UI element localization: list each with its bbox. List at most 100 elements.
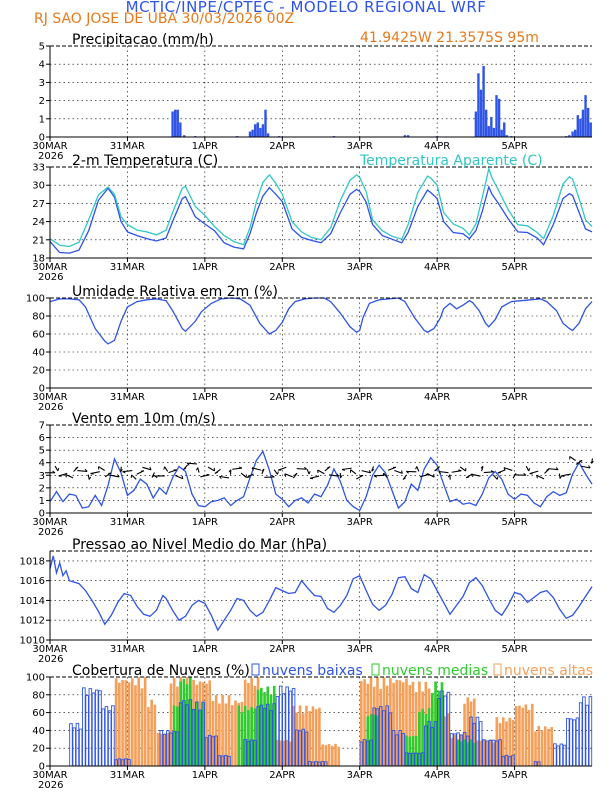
precip-bar xyxy=(261,124,265,137)
cloud-bar-nuvens-altas xyxy=(447,713,450,766)
cloud-bar-nuvens-altas xyxy=(389,678,392,766)
cloud-bar-nuvens-altas xyxy=(443,716,447,766)
wind-arrow xyxy=(525,465,530,472)
cloud-bar-nuvens-altas xyxy=(405,678,408,766)
cloud-bar-nuvens-medias xyxy=(243,705,247,766)
wind-arrow xyxy=(459,466,467,472)
cloud-bar-nuvens-altas xyxy=(514,706,518,766)
x-tick-label: 31MAR xyxy=(110,644,145,655)
cloud-bar-nuvens-medias xyxy=(250,706,253,766)
wind-arrow-head xyxy=(246,476,250,479)
legend-label: nuvens medias xyxy=(382,663,488,679)
cloud-bar-nuvens-medias xyxy=(424,713,428,766)
x-tick-label: 5APR xyxy=(501,770,527,781)
legend-label: nuvens baixas xyxy=(262,663,363,679)
x-tick-label: 31MAR xyxy=(110,392,145,403)
wind-arrow-head xyxy=(536,475,538,479)
wind-arrow-head xyxy=(402,477,406,480)
cloud-bar-nuvens-medias xyxy=(198,710,202,766)
cloud-bar-nuvens-baixas xyxy=(85,695,89,767)
cloud-bar-nuvens-altas xyxy=(330,745,334,766)
cloud-bar-nuvens-medias xyxy=(192,709,195,766)
wind-arrow xyxy=(306,469,310,475)
y-tick-label: 1014 xyxy=(20,596,45,607)
x-tick-label: 5APR xyxy=(501,644,527,655)
precip-bar xyxy=(173,109,177,137)
wind-arrow xyxy=(419,473,429,478)
wind-arrow xyxy=(77,469,88,472)
x-tick-label: 30MAR xyxy=(32,770,67,781)
wind-arrow xyxy=(426,473,435,478)
wind-arrow-head xyxy=(433,474,435,478)
cloud-bar-nuvens-altas xyxy=(221,694,224,766)
cloud-bar-nuvens-altas xyxy=(401,682,405,766)
x-tick-label: 31MAR xyxy=(110,517,145,528)
wind-arrow-head xyxy=(480,465,484,469)
y-tick-label: 30 xyxy=(32,181,45,192)
cloud-bar-nuvens-medias xyxy=(182,678,186,766)
wind-arrow-head xyxy=(496,476,499,480)
y-tick-label: 60 xyxy=(32,708,45,719)
x-tick-label: 31MAR xyxy=(110,770,145,781)
x-tick-label: 2APR xyxy=(269,517,295,528)
wind-arrow xyxy=(580,465,591,469)
y-tick-label: 6 xyxy=(39,433,45,444)
wind-arrow-head xyxy=(341,469,346,471)
precip-bar xyxy=(497,98,501,137)
precip-bar xyxy=(256,122,259,137)
x-year-label: 2026 xyxy=(38,527,63,538)
wind-arrow xyxy=(90,471,100,475)
y-tick-label: 27 xyxy=(32,199,45,210)
wind-arrow xyxy=(54,465,59,472)
precip-bar xyxy=(576,115,580,137)
cloud-bar-nuvens-altas xyxy=(543,726,547,766)
x-year-label: 2026 xyxy=(38,272,63,283)
x-tick-label: 4APR xyxy=(424,392,450,403)
wind-arrow-head xyxy=(122,471,126,474)
x-tick-label: 30MAR xyxy=(32,141,67,152)
y-tick-label: 80 xyxy=(32,312,45,323)
wind-arrow xyxy=(142,466,152,471)
cloud-bar-nuvens-altas xyxy=(298,705,302,766)
wind-arrow xyxy=(503,467,513,471)
wind-arrow-head xyxy=(163,466,166,470)
precip-bar xyxy=(176,109,179,137)
cloud-bar-nuvens-altas xyxy=(398,680,402,766)
cloud-bar-nuvens-altas xyxy=(143,677,147,766)
panel-precip: 0 1 2 3 4 5 30MAR 31MAR 1APR 2APR 3APR 4APR 5APR 2026… xyxy=(32,32,592,162)
precip-bar xyxy=(266,133,270,137)
cloud-bar-nuvens-altas xyxy=(479,740,483,766)
wind-arrow-head xyxy=(360,474,364,477)
precip-bar xyxy=(500,129,503,137)
y-tick-label: 40 xyxy=(32,726,45,737)
cloud-bar-nuvens-baixas xyxy=(72,727,76,767)
cloud-bar-nuvens-baixas xyxy=(556,745,560,767)
cloud-bar-nuvens-baixas xyxy=(553,743,557,767)
series-line-temp xyxy=(49,185,593,254)
x-tick-label: 2APR xyxy=(269,644,295,655)
y-tick-label: 100 xyxy=(26,294,45,305)
cloud-bar-nuvens-medias xyxy=(421,708,424,766)
cloud-bar-nuvens-medias xyxy=(176,706,179,766)
x-tick-label: 4APR xyxy=(424,262,450,273)
cloud-bar-nuvens-medias xyxy=(185,684,189,766)
cloud-bar-nuvens-altas xyxy=(305,705,308,766)
cloud-bar-nuvens-medias xyxy=(179,681,182,766)
cloud-bar-nuvens-altas xyxy=(230,705,234,766)
cloud-bar-nuvens-altas xyxy=(214,695,218,766)
cloud-bar-nuvens-baixas xyxy=(575,717,580,767)
cloud-bar-nuvens-altas xyxy=(169,683,173,766)
panel-rh: 0 20 40 60 80 100 30MAR 31MAR 1APR 2APR 3APR 4APR 5A… xyxy=(26,284,593,413)
x-tick-label: 4APR xyxy=(424,517,450,528)
cloud-bar-nuvens-altas xyxy=(292,705,295,766)
precip-bar xyxy=(571,131,574,137)
y-tick-label: 4 xyxy=(39,458,45,469)
panel-title-wind: Vento em 10m (m/s) xyxy=(72,411,216,427)
cloud-bar-nuvens-altas xyxy=(472,698,476,766)
wind-arrow xyxy=(438,470,449,474)
wind-arrow xyxy=(219,475,230,479)
cloud-bar-nuvens-altas xyxy=(550,726,553,766)
wind-arrow xyxy=(383,472,388,479)
wind-arrow-head xyxy=(561,475,565,478)
cloud-bar-nuvens-baixas xyxy=(69,723,73,767)
